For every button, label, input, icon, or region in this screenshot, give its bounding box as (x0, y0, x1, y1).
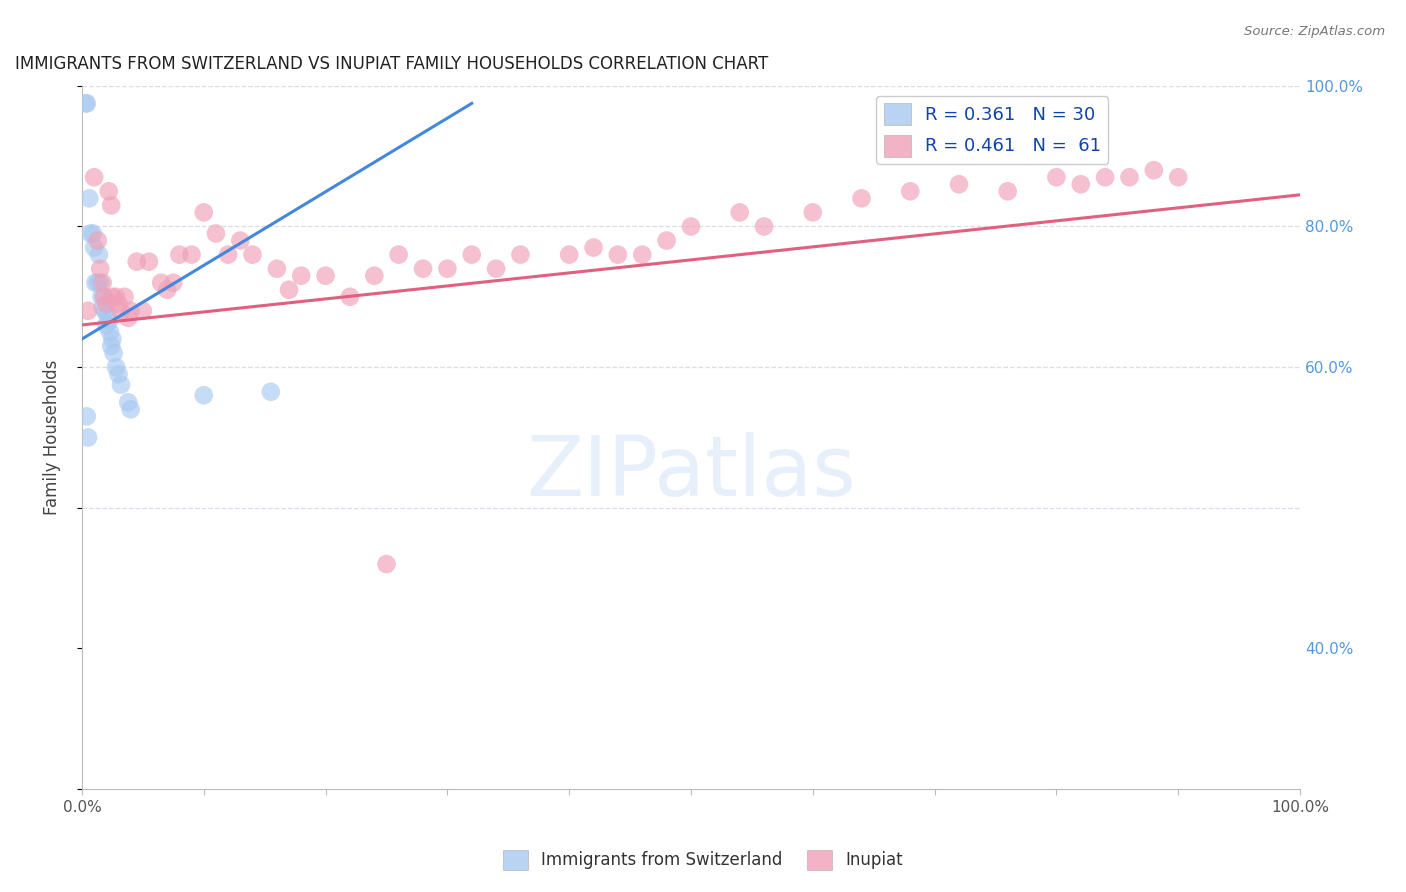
Point (107, 297, 129, 311)
Point (436, 261, 458, 276)
Point (105, 360, 128, 375)
Point (77, 191, 100, 205)
Point (242, 247, 264, 261)
Point (509, 247, 531, 261)
Point (606, 247, 628, 261)
Point (461, 247, 484, 261)
Point (851, 191, 873, 205)
Point (752, 219, 775, 234)
Point (98, 325, 121, 339)
Point (655, 234, 678, 248)
Point (101, 332, 124, 346)
Point (558, 247, 581, 261)
Point (120, 304, 142, 318)
Point (388, 247, 411, 261)
Text: IMMIGRANTS FROM SWITZERLAND VS INUPIAT FAMILY HOUSEHOLDS CORRELATION CHART: IMMIGRANTS FROM SWITZERLAND VS INUPIAT F… (15, 55, 768, 73)
Point (1094, 170, 1116, 185)
Point (169, 247, 191, 261)
Point (90, 290, 112, 304)
Point (582, 241, 605, 255)
Point (76, 96, 98, 111)
Point (180, 247, 202, 261)
Point (87, 276, 110, 290)
Point (412, 261, 434, 276)
Point (76, 409, 98, 424)
Point (315, 268, 337, 283)
Point (110, 304, 132, 318)
Point (278, 283, 301, 297)
Point (156, 283, 179, 297)
Point (91, 301, 114, 315)
Point (103, 346, 125, 360)
Point (87, 247, 110, 261)
Point (120, 402, 142, 417)
Point (75, 96, 97, 111)
Point (728, 205, 751, 219)
Point (83, 241, 105, 255)
Point (97, 184, 120, 198)
Point (363, 268, 385, 283)
Point (83, 170, 105, 185)
Point (375, 557, 398, 571)
Point (260, 384, 283, 399)
Point (1167, 170, 1189, 185)
Point (997, 184, 1019, 198)
Point (96, 307, 118, 321)
Point (100, 198, 122, 212)
Point (150, 276, 173, 290)
Point (1143, 163, 1166, 178)
Point (1118, 170, 1140, 185)
Point (94, 304, 117, 318)
Point (1045, 170, 1067, 185)
Point (77, 430, 100, 444)
Point (101, 290, 124, 304)
Point (229, 234, 252, 248)
Point (138, 254, 160, 268)
Point (205, 227, 228, 241)
Point (679, 219, 702, 234)
Point (114, 290, 136, 304)
Point (193, 205, 215, 219)
Point (105, 290, 128, 304)
Point (79, 227, 101, 241)
Point (117, 395, 139, 409)
Point (77, 304, 100, 318)
Point (91, 276, 114, 290)
Point (217, 247, 239, 261)
Point (100, 339, 122, 353)
Point (89, 276, 111, 290)
Point (290, 268, 312, 283)
Point (266, 261, 288, 276)
Point (82, 227, 104, 241)
Point (162, 276, 184, 290)
Text: ZIPatlas: ZIPatlas (526, 432, 856, 513)
Point (89, 261, 111, 276)
Point (97, 314, 120, 328)
Point (93, 290, 115, 304)
Point (110, 377, 132, 392)
Point (193, 388, 215, 402)
Point (87, 234, 110, 248)
Point (125, 254, 148, 268)
Y-axis label: Family Households: Family Households (44, 359, 60, 516)
Point (107, 367, 129, 381)
Point (948, 178, 970, 192)
Legend: Immigrants from Switzerland, Inupiat: Immigrants from Switzerland, Inupiat (496, 843, 910, 877)
Point (84, 276, 107, 290)
Legend: R = 0.361   N = 30, R = 0.461   N =  61: R = 0.361 N = 30, R = 0.461 N = 61 (876, 96, 1108, 164)
Text: Source: ZipAtlas.com: Source: ZipAtlas.com (1244, 25, 1385, 38)
Point (117, 310, 139, 325)
Point (898, 184, 921, 198)
Point (801, 205, 824, 219)
Point (339, 290, 361, 304)
Point (96, 318, 118, 332)
Point (93, 290, 115, 304)
Point (132, 304, 155, 318)
Point (631, 247, 654, 261)
Point (1070, 178, 1092, 192)
Point (96, 297, 118, 311)
Point (485, 261, 508, 276)
